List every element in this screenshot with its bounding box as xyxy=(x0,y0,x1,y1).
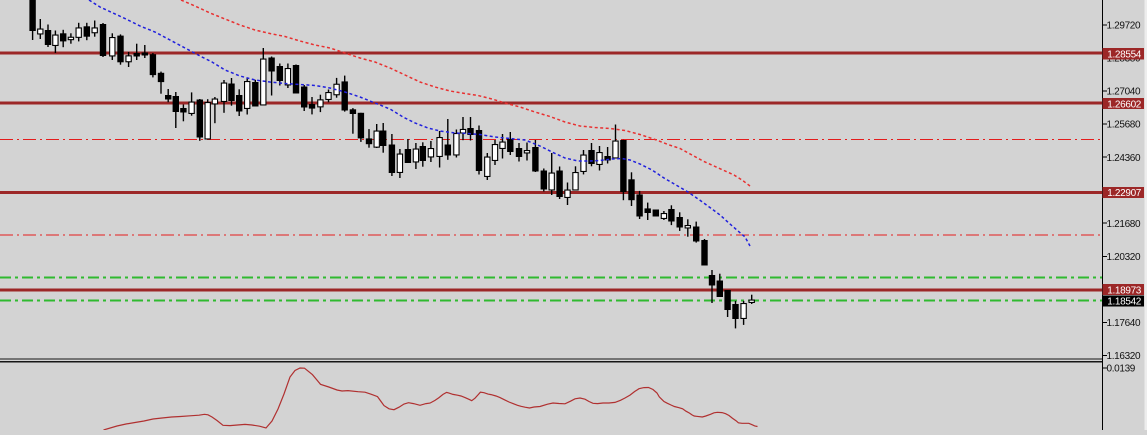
svg-text:1.18542: 1.18542 xyxy=(1107,297,1141,308)
svg-text:0.0139: 0.0139 xyxy=(1107,364,1136,375)
svg-text:1.17640: 1.17640 xyxy=(1107,318,1141,329)
svg-text:1.22907: 1.22907 xyxy=(1107,188,1141,199)
svg-text:1.16320: 1.16320 xyxy=(1107,351,1141,362)
svg-text:1.25680: 1.25680 xyxy=(1107,120,1141,131)
svg-text:1.24360: 1.24360 xyxy=(1107,153,1141,164)
svg-text:1.27040: 1.27040 xyxy=(1107,87,1141,98)
svg-text:1.29720: 1.29720 xyxy=(1107,21,1141,32)
svg-text:1.26602: 1.26602 xyxy=(1107,99,1141,110)
svg-text:1.20320: 1.20320 xyxy=(1107,252,1141,263)
svg-text:1.28554: 1.28554 xyxy=(1107,49,1141,60)
svg-text:1.18973: 1.18973 xyxy=(1107,285,1141,296)
svg-text:1.21680: 1.21680 xyxy=(1107,219,1141,230)
